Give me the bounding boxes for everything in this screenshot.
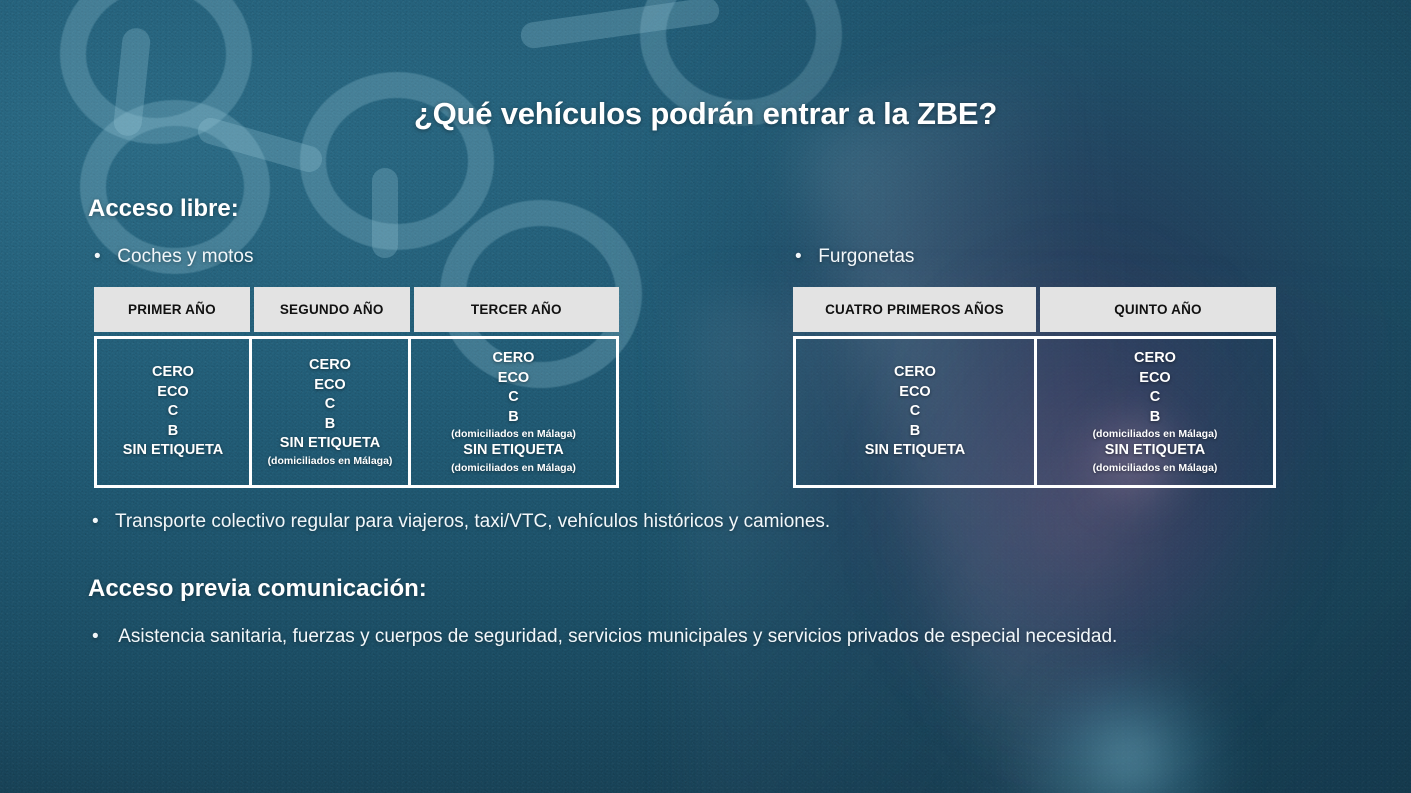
badge-label: B: [508, 408, 519, 425]
list-item-label: Furgonetas: [818, 246, 915, 267]
badge-label: CERO: [894, 364, 936, 381]
table-column-header: PRIMER AÑO: [94, 287, 250, 332]
badge-label: CERO: [309, 357, 351, 374]
section-heading-acceso-previa-comunicacion: Acceso previa comunicación:: [88, 575, 427, 602]
list-item-label: Transporte colectivo regular para viajer…: [114, 511, 831, 532]
badge-label: SIN ETIQUETA: [122, 442, 224, 459]
table-cell: CERO ECO C B (domiciliados en Málaga) SI…: [411, 339, 616, 485]
table-column-header: QUINTO AÑO: [1040, 287, 1276, 332]
table-coches-y-motos: PRIMER AÑO SEGUNDO AÑO TERCER AÑO CERO E…: [94, 287, 619, 488]
table-furgonetas: CUATRO PRIMEROS AÑOS QUINTO AÑO CERO ECO…: [793, 287, 1276, 488]
list-item-transporte-colectivo: • Transporte colectivo regular para viaj…: [92, 510, 830, 534]
badge-label: ECO: [1139, 369, 1171, 386]
table-header-row: CUATRO PRIMEROS AÑOS QUINTO AÑO: [793, 287, 1276, 332]
bullet-dot-icon: •: [94, 246, 101, 267]
cell-note: (domiciliados en Málaga): [451, 428, 576, 441]
table-cell: CERO ECO C B SIN ETIQUETA: [97, 339, 252, 485]
list-item-furgonetas: • Furgonetas: [795, 245, 914, 269]
bullet-dot-icon: •: [92, 626, 99, 647]
table-cell: CERO ECO C B (domiciliados en Málaga) SI…: [1037, 339, 1273, 485]
badge-label: ECO: [497, 369, 530, 386]
badge-label: C: [508, 389, 519, 406]
badge-label: C: [324, 396, 336, 413]
list-item-label: Coches y motos: [117, 246, 254, 267]
table-header-row: PRIMER AÑO SEGUNDO AÑO TERCER AÑO: [94, 287, 619, 332]
table-cell: CERO ECO C B SIN ETIQUETA: [796, 339, 1037, 485]
badge-label: C: [167, 403, 179, 420]
badge-label: SIN ETIQUETA: [279, 435, 381, 452]
section-heading-acceso-libre: Acceso libre:: [88, 195, 239, 222]
badge-label: B: [909, 422, 921, 439]
badge-label: SIN ETIQUETA: [463, 442, 564, 459]
table-body-row: CERO ECO C B SIN ETIQUETA CERO ECO C B (…: [793, 336, 1276, 488]
badge-label: ECO: [899, 383, 931, 400]
table-column-header: CUATRO PRIMEROS AÑOS: [793, 287, 1036, 332]
list-item-label: Asistencia sanitaria, fuerzas y cuerpos …: [118, 626, 1118, 647]
cell-note: (domiciliados en Málaga): [1092, 461, 1218, 474]
table-cell: CERO ECO C B SIN ETIQUETA (domiciliados …: [252, 339, 411, 485]
cell-note: (domiciliados en Málaga): [451, 461, 576, 474]
badge-label: SIN ETIQUETA: [1104, 442, 1206, 459]
cell-note: (domiciliados en Málaga): [267, 454, 393, 467]
road-paint-bar: [372, 168, 398, 258]
badge-label: C: [1149, 389, 1161, 406]
table-column-header: SEGUNDO AÑO: [253, 287, 410, 332]
badge-label: CERO: [492, 350, 535, 367]
bullet-dot-icon: •: [92, 511, 99, 532]
list-item-asistencia-sanitaria: • Asistencia sanitaria, fuerzas y cuerpo…: [92, 625, 1117, 649]
badge-label: CERO: [1134, 350, 1176, 367]
list-item-coches-y-motos: • Coches y motos: [94, 245, 254, 269]
badge-label: B: [324, 415, 336, 432]
headlight-bokeh-glow: [1020, 660, 1240, 793]
table-body-row: CERO ECO C B SIN ETIQUETA CERO ECO C B S…: [94, 336, 619, 488]
page-title: ¿Qué vehículos podrán entrar a la ZBE?: [413, 96, 998, 131]
bullet-dot-icon: •: [795, 246, 802, 267]
bokeh-glow-small: [1075, 400, 1195, 520]
badge-label: B: [167, 422, 179, 439]
badge-label: ECO: [157, 383, 189, 400]
badge-label: SIN ETIQUETA: [864, 442, 966, 459]
badge-label: C: [909, 403, 921, 420]
badge-label: B: [1149, 408, 1161, 425]
cell-note: (domiciliados en Málaga): [1092, 428, 1218, 441]
badge-label: CERO: [152, 364, 194, 381]
badge-label: ECO: [314, 376, 346, 393]
table-column-header: TERCER AÑO: [413, 287, 619, 332]
